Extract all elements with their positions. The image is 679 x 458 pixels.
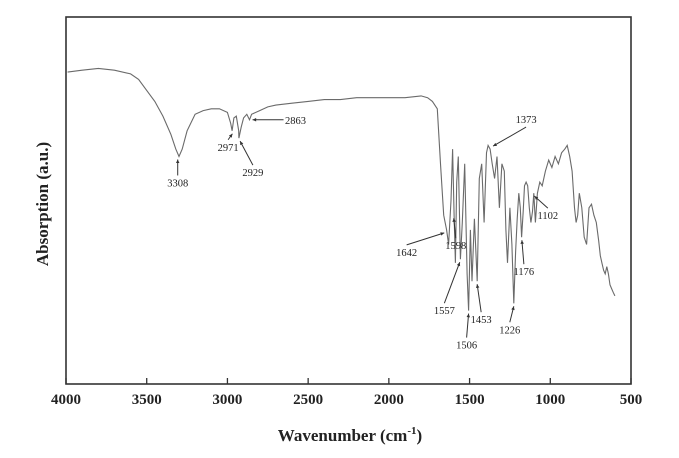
annotation-arrowhead (534, 196, 539, 200)
annotation-pointer (443, 262, 461, 304)
annotation-arrowhead (493, 142, 498, 147)
x-axis-title-superscript: -1 (407, 425, 416, 437)
peak-label: 2863 (285, 116, 306, 127)
peak-label: 1598 (445, 241, 466, 252)
peak-label: 1557 (434, 306, 455, 317)
x-axis-title: Wavenumber (cm-1) (278, 425, 422, 445)
peak-label: 1373 (516, 115, 537, 126)
peak-label: 1453 (471, 315, 492, 326)
x-tick-label: 3000 (212, 392, 242, 408)
peak-label: 1642 (396, 248, 417, 259)
x-axis-title-suffix: ) (417, 426, 423, 445)
x-ticks: 4000 3500 3000 2500 2000 1500 1000 500 (51, 378, 642, 408)
annotation-arrowhead (240, 141, 244, 146)
x-tick-label: 2000 (374, 392, 404, 408)
annotation-arrowhead (511, 306, 515, 311)
annotation-pointer (476, 284, 482, 313)
annotation-pointer (239, 140, 254, 166)
annotation-arrowhead (228, 133, 233, 138)
annotation-pointer (492, 126, 527, 147)
x-tick-label: 1000 (535, 392, 565, 408)
peak-label: 1226 (499, 325, 520, 336)
y-axis-title: Absorption (a.u.) (33, 142, 52, 266)
peak-label: 1102 (538, 211, 559, 222)
peak-label: 1506 (456, 341, 477, 352)
peak-label: 2929 (242, 168, 263, 179)
x-axis-title-main: Wavenumber (cm (278, 426, 408, 445)
annotation-arrowhead (456, 262, 461, 267)
x-tick-label: 4000 (51, 392, 81, 408)
annotation-arrowhead (475, 284, 480, 289)
annotation-pointer (521, 240, 525, 265)
annotation-pointer (466, 313, 470, 338)
x-tick-label: 500 (620, 392, 643, 408)
x-tick-label: 3500 (132, 392, 162, 408)
annotation-arrowhead (440, 232, 445, 236)
plot-frame (65, 16, 632, 385)
annotation-pointer (406, 232, 445, 246)
spectrum-line (67, 67, 616, 311)
annotation-arrowhead (466, 313, 471, 318)
peak-label: 3308 (167, 178, 188, 189)
spectrum-layer (67, 67, 616, 311)
annotation-arrowhead (520, 240, 524, 244)
peak-label: 2971 (218, 143, 239, 154)
annotation-arrowhead (252, 118, 257, 122)
peak-annotations: 3308 2971 2929 2863 1642 1598 1557 1506 1453 1373… (167, 115, 558, 351)
x-tick-label: 1500 (455, 392, 485, 408)
annotation-arrowhead (452, 218, 456, 222)
peak-label: 1176 (514, 267, 535, 278)
annotation-arrowhead (175, 159, 180, 164)
x-tick-label: 2500 (293, 392, 323, 408)
